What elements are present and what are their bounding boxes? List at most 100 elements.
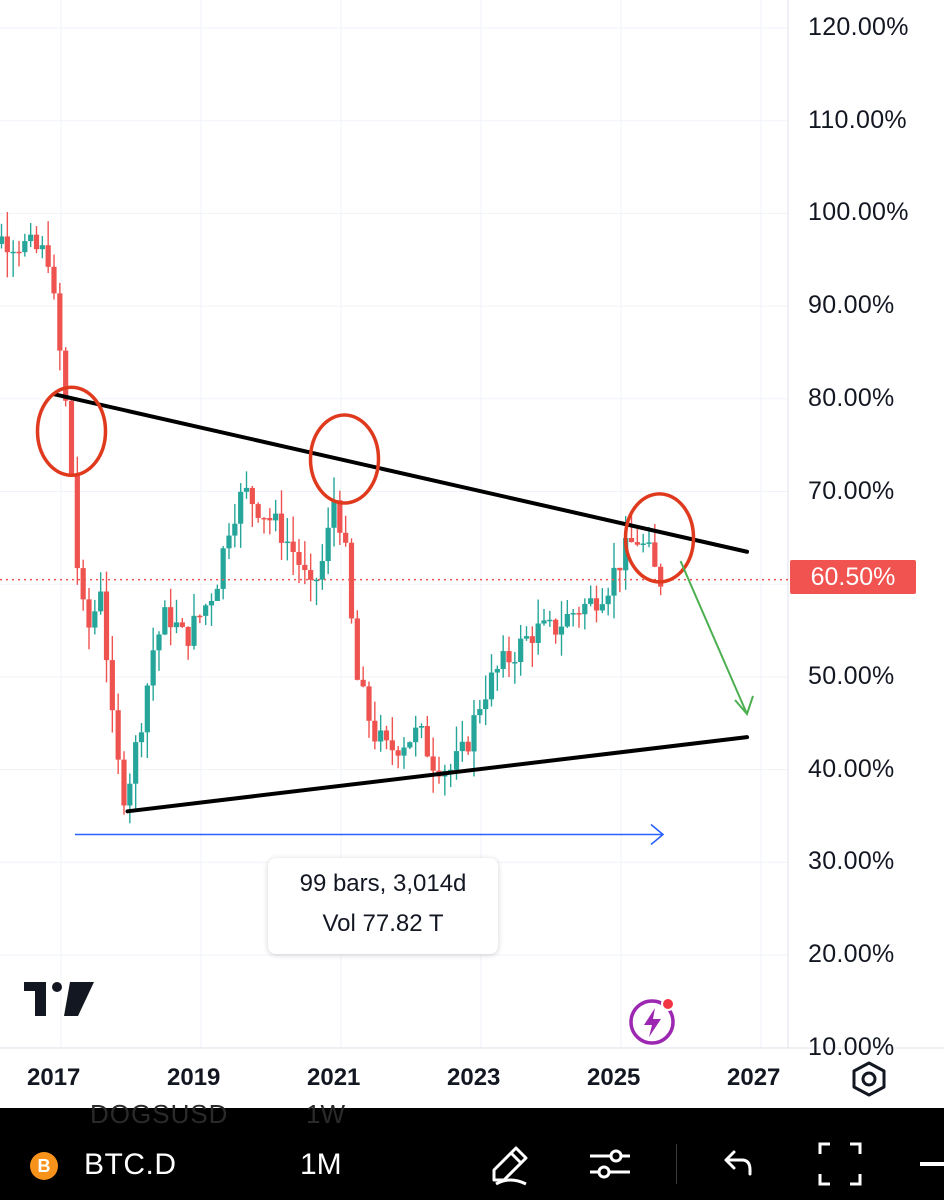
candle-body — [483, 699, 489, 710]
candle-body — [389, 740, 395, 751]
candle-body — [249, 487, 255, 505]
candle-body — [459, 741, 465, 752]
undo-icon[interactable] — [712, 1140, 760, 1188]
fullscreen-icon[interactable] — [816, 1140, 864, 1188]
candle-body — [372, 720, 378, 742]
candle-body — [506, 651, 512, 663]
candle-body — [348, 542, 355, 619]
candle-body — [512, 662, 518, 664]
candle-body — [103, 591, 110, 661]
candle-body — [401, 747, 407, 756]
candle-body — [500, 651, 506, 669]
candle-body — [593, 598, 600, 611]
candle-body — [0, 236, 5, 244]
candle-body — [16, 251, 22, 254]
current-price-tag: 60.50% — [790, 560, 916, 594]
candle-body — [267, 517, 273, 521]
candle-body — [98, 591, 104, 612]
candle-body — [453, 751, 460, 770]
candle-body — [162, 607, 168, 635]
candle-body — [308, 570, 314, 580]
chart-canvas[interactable] — [0, 0, 944, 1108]
candle-body — [22, 241, 28, 253]
chart-area[interactable]: 120.00% 110.00% 100.00% 90.00% 80.00% 70.00% 6… — [0, 0, 944, 1108]
bitcoin-symbol-icon[interactable]: B — [30, 1152, 58, 1180]
time-tick-label: 2021 — [307, 1064, 361, 1091]
candle-body — [191, 615, 197, 646]
candle-body — [302, 564, 308, 571]
candle-body — [424, 726, 430, 757]
candle-body — [150, 650, 156, 686]
symbol-button[interactable]: BTC.D — [84, 1148, 177, 1181]
tradingview-logo-icon — [24, 982, 94, 1016]
bottom-toolbar — [0, 1108, 944, 1200]
pencil-icon[interactable] — [486, 1140, 534, 1188]
candle-body — [547, 619, 553, 622]
candle-body — [570, 613, 576, 615]
candle-body — [138, 732, 145, 743]
price-tick-label: 100.00% — [808, 198, 909, 227]
candle-body — [576, 613, 582, 615]
candle-body — [203, 605, 209, 616]
candle-body — [383, 730, 390, 741]
candle-body — [331, 500, 337, 528]
candle-body — [74, 474, 80, 569]
candle-body — [366, 686, 372, 721]
candle-body — [646, 542, 652, 544]
candle-body — [261, 517, 267, 520]
time-tick-label: 2023 — [447, 1064, 501, 1091]
candle-body — [588, 598, 594, 604]
candle-body — [33, 234, 40, 250]
interval-button[interactable]: 1M — [300, 1148, 342, 1181]
candle-body — [337, 500, 343, 533]
candle-body — [313, 579, 320, 582]
candle-body — [518, 638, 524, 663]
candle-body — [378, 730, 384, 742]
candle-body — [220, 548, 226, 589]
time-tick-label: 2027 — [727, 1064, 781, 1091]
candle-body — [144, 685, 150, 733]
candle-body — [57, 293, 63, 351]
candle-body — [296, 551, 302, 565]
candle-body — [611, 567, 617, 596]
chart-settings-icon[interactable] — [846, 1058, 892, 1098]
candle-body — [623, 537, 629, 571]
sliders-icon[interactable] — [586, 1140, 634, 1188]
candle-body — [10, 251, 16, 254]
price-tick-label: 80.00% — [808, 383, 895, 412]
candle-body — [86, 599, 92, 628]
candle-body — [255, 504, 261, 518]
candle-body — [523, 636, 530, 639]
lightning-badge-icon[interactable] — [628, 994, 680, 1046]
candle-body — [634, 542, 640, 545]
candle-body — [652, 542, 658, 567]
candle-body — [109, 660, 115, 711]
candle-body — [179, 622, 185, 627]
candle-body — [395, 750, 401, 756]
candle-body — [80, 568, 86, 600]
candle-body — [156, 634, 162, 651]
candle-body — [284, 541, 290, 544]
highlight-circle — [35, 385, 108, 477]
price-tick-label: 90.00% — [808, 291, 895, 320]
candle-body — [553, 619, 559, 635]
time-tick-label: 2025 — [587, 1064, 641, 1091]
candle-body — [232, 523, 238, 536]
candle-body — [471, 715, 477, 752]
upper-trendline — [52, 392, 749, 554]
candle-body — [39, 245, 45, 250]
candle-body — [319, 561, 325, 580]
more-icon[interactable] — [912, 1140, 944, 1188]
candle-body — [617, 567, 623, 571]
candle-body — [63, 350, 69, 401]
candle-body — [127, 783, 133, 806]
highlight-circle — [308, 413, 381, 505]
candle-body — [599, 604, 605, 611]
candle-body — [226, 535, 232, 549]
candle-body — [115, 710, 121, 760]
candle-body — [448, 769, 454, 772]
price-tick-label: 50.00% — [808, 661, 895, 690]
candle-body — [582, 603, 588, 615]
candle-body — [564, 613, 570, 627]
candle-body — [529, 636, 535, 643]
